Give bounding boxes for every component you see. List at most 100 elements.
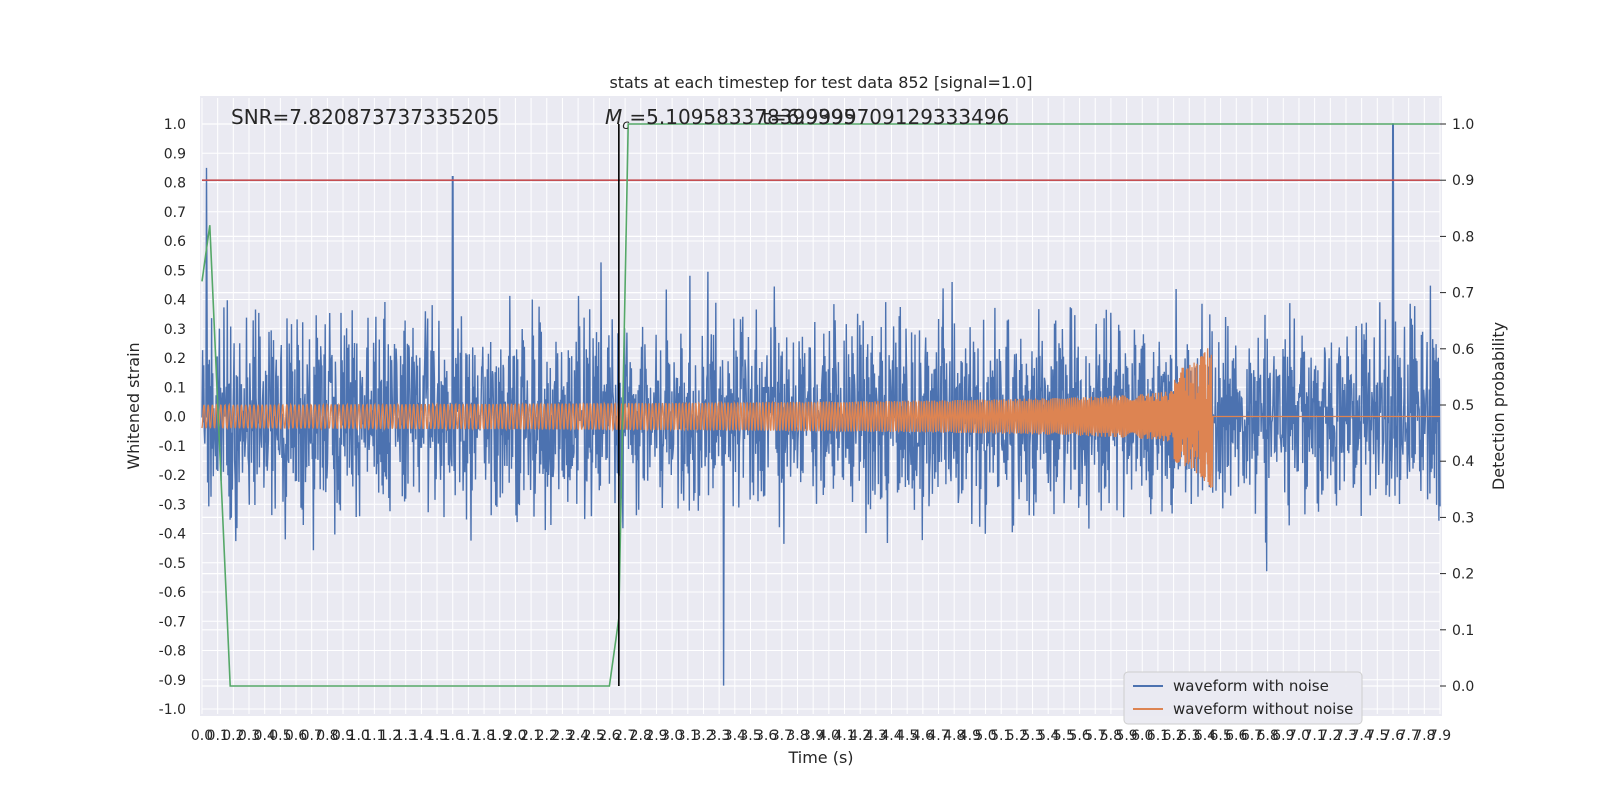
x-tick-label: 3.7: [771, 728, 793, 744]
x-tick-label: 3.4: [724, 728, 746, 744]
y-tick-label: 0.1: [164, 380, 186, 396]
y-tick-label: -0.9: [159, 673, 186, 689]
x-tick-label: 0.0: [191, 728, 213, 744]
x-tick-label: 2.8: [630, 728, 652, 744]
x-tick-label: 3.1: [677, 728, 699, 744]
x-tick-label: 7.6: [1382, 728, 1404, 744]
mc-annotation: Mc=5.109583378399395: [605, 105, 856, 133]
y-right-tick-label: 0.3: [1452, 510, 1474, 526]
x-tick-label: 7.0: [1288, 728, 1310, 744]
y-tick-label: 0.9: [164, 146, 186, 162]
x-tick-label: 3.0: [661, 728, 683, 744]
y-right-tick-label: 0.6: [1452, 342, 1474, 358]
clean-waveform-line: [201, 348, 1440, 488]
x-tick-label: 7.7: [1398, 728, 1420, 744]
x-tick-label: 0.7: [301, 728, 323, 744]
x-tick-label: 4.8: [943, 728, 965, 744]
x-tick-label: 2.4: [567, 728, 589, 744]
mc-overlap-annotation: t=6.9999709129333496: [762, 105, 1009, 129]
x-tick-labels: 0.00.10.20.30.40.50.60.70.80.91.01.11.21…: [191, 728, 1451, 744]
series-waveform-with-noise: [201, 123, 1441, 686]
x-tick-label: 6.9: [1272, 728, 1294, 744]
x-tick-label: 3.3: [708, 728, 730, 744]
x-tick-label: 5.9: [1115, 728, 1137, 744]
x-tick-label: 6.5: [1209, 728, 1231, 744]
chart-title: stats at each timestep for test data 852…: [609, 73, 1032, 92]
y-right-tick-label: 0.5: [1452, 398, 1474, 414]
x-tick-label: 5.1: [990, 728, 1012, 744]
x-tick-label: 4.1: [833, 728, 855, 744]
x-tick-label: 4.0: [818, 728, 840, 744]
y-tick-label: -1.0: [159, 702, 186, 718]
y-right-tick-label: 0.1: [1452, 623, 1474, 639]
x-tick-label: 2.5: [583, 728, 605, 744]
x-tick-label: 0.4: [254, 728, 276, 744]
x-tick-label: 4.5: [896, 728, 918, 744]
x-tick-label: 7.5: [1366, 728, 1388, 744]
x-tick-label: 0.5: [269, 728, 291, 744]
x-tick-label: 6.6: [1225, 728, 1247, 744]
x-tick-label: 2.6: [598, 728, 620, 744]
x-tick-label: 7.3: [1335, 728, 1357, 744]
y-tick-label: 0.6: [164, 234, 186, 250]
x-tick-label: 6.3: [1178, 728, 1200, 744]
y-tick-label: 0.4: [164, 293, 186, 309]
x-tick-label: 7.2: [1319, 728, 1341, 744]
x-tick-label: 7.1: [1304, 728, 1326, 744]
snr-annotation: SNR=7.820873737335205: [231, 105, 499, 129]
x-tick-label: 1.1: [363, 728, 385, 744]
x-tick-label: 4.3: [865, 728, 887, 744]
x-tick-label: 7.8: [1413, 728, 1435, 744]
overlay-lines: [201, 123, 1440, 687]
x-tick-label: 6.2: [1162, 728, 1184, 744]
y-right-tick-label: 0.4: [1452, 454, 1474, 470]
y-right-tick-labels: 0.0 0.1 0.2 0.3 0.4 0.5 0.6 0.7 0.8 0.9 1.0: [1440, 117, 1474, 695]
x-tick-label: 1.0: [348, 728, 370, 744]
y-tick-label: 0.2: [164, 351, 186, 367]
x-tick-label: 4.4: [880, 728, 902, 744]
x-tick-label: 1.5: [426, 728, 448, 744]
legend-box: [1123, 671, 1363, 725]
y-tick-label: -0.8: [159, 644, 186, 660]
x-tick-label: 3.8: [786, 728, 808, 744]
y-right-tick-label: 0.8: [1452, 229, 1474, 245]
y-tick-label: -0.2: [159, 468, 186, 484]
y-tick-label: 0.7: [164, 205, 186, 221]
x-tick-label: 1.4: [410, 728, 432, 744]
x-tick-label: 4.2: [849, 728, 871, 744]
y-tick-label: -0.4: [159, 527, 186, 543]
y-right-tick-label: 0.9: [1452, 173, 1474, 189]
x-tick-label: 1.7: [457, 728, 479, 744]
y-tick-label: 0.8: [164, 176, 186, 192]
x-tick-label: 5.0: [974, 728, 996, 744]
x-tick-label: 3.6: [755, 728, 777, 744]
x-tick-label: 6.8: [1256, 728, 1278, 744]
x-tick-label: 6.7: [1241, 728, 1263, 744]
y-tick-labels: -1.0 -0.9 -0.8 -0.7 -0.6 -0.5 -0.4 -0.3 -0.2 -0.1…: [159, 117, 186, 718]
x-tick-label: 2.9: [645, 728, 667, 744]
x-tick-label: 6.1: [1147, 728, 1169, 744]
y-right-tick-label: 0.0: [1452, 679, 1474, 695]
y-tick-label: -0.3: [159, 497, 186, 513]
y-tick-label: 1.0: [164, 117, 186, 133]
y-tick-label: 0.5: [164, 263, 186, 279]
x-tick-label: 2.0: [504, 728, 526, 744]
y-right-axis-label: Detection probability: [1489, 322, 1508, 490]
x-tick-label: 0.6: [285, 728, 307, 744]
x-tick-label: 6.0: [1131, 728, 1153, 744]
x-tick-label: 7.9: [1429, 728, 1451, 744]
legend-label-clean: waveform without noise: [1173, 700, 1353, 718]
x-tick-label: 5.5: [1053, 728, 1075, 744]
y-axis-label: Whitened strain: [124, 342, 143, 469]
x-tick-label: 2.2: [536, 728, 558, 744]
x-tick-label: 1.6: [442, 728, 464, 744]
legend-label-noise: waveform with noise: [1173, 677, 1329, 695]
x-tick-label: 1.9: [489, 728, 511, 744]
y-right-tick-label: 0.2: [1452, 567, 1474, 583]
x-tick-label: 0.3: [238, 728, 260, 744]
x-tick-label: 2.1: [520, 728, 542, 744]
y-right-tick-label: 1.0: [1452, 117, 1474, 133]
x-tick-label: 2.7: [614, 728, 636, 744]
